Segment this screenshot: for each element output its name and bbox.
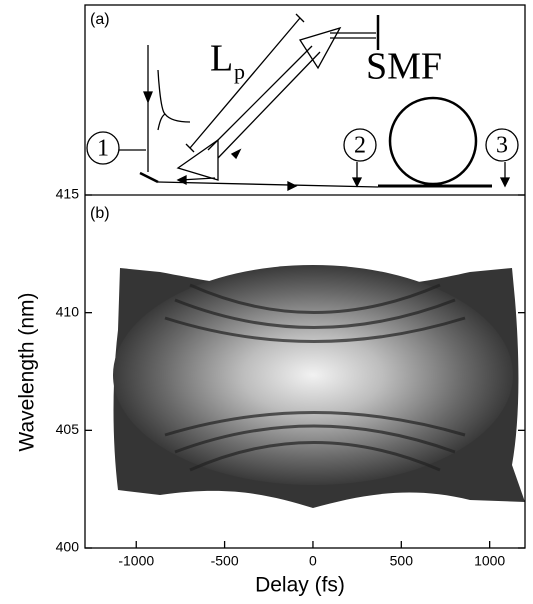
marker: 1 — [97, 136, 109, 162]
marker-circle — [86, 131, 120, 165]
marker-circle — [343, 128, 377, 162]
x-axis-label: Delay (fs) — [255, 574, 345, 597]
marker: 2 — [354, 133, 366, 159]
y-tick-label: 415 — [56, 186, 80, 202]
length-bar — [189, 17, 301, 149]
signal-glow — [113, 265, 513, 485]
y-axis-label: Wavelength (nm) — [16, 292, 39, 451]
pulse — [157, 69, 191, 123]
fiber-coil — [388, 96, 478, 186]
pulse — [157, 113, 166, 131]
x-tick-label: 1000 — [474, 553, 505, 569]
x-tick-label: 500 — [390, 553, 414, 569]
frame — [84, 4, 526, 549]
setup-diagram: (a) L p SMF 1 2 3 — [86, 11, 519, 192]
length-symbol: L — [210, 38, 233, 80]
panel-label: (b) — [90, 205, 110, 222]
prism — [298, 26, 342, 70]
x-tick-label: -1000 — [118, 553, 154, 569]
spectrogram — [113, 265, 525, 508]
x-tick-label: 0 — [309, 553, 317, 569]
y-tick-label: 400 — [56, 539, 80, 555]
x-tick-label: -500 — [211, 553, 239, 569]
marker: 3 — [496, 133, 508, 159]
fringes — [164, 283, 466, 472]
y-tick-label: 410 — [56, 303, 80, 319]
arrow — [143, 91, 153, 104]
fiber-label: SMF — [366, 46, 442, 88]
y-tick-label: 405 — [56, 421, 80, 437]
length-subscript: p — [234, 59, 245, 84]
panel-label: (a) — [90, 11, 110, 28]
marker-circle — [485, 128, 519, 162]
mirror — [139, 171, 159, 184]
